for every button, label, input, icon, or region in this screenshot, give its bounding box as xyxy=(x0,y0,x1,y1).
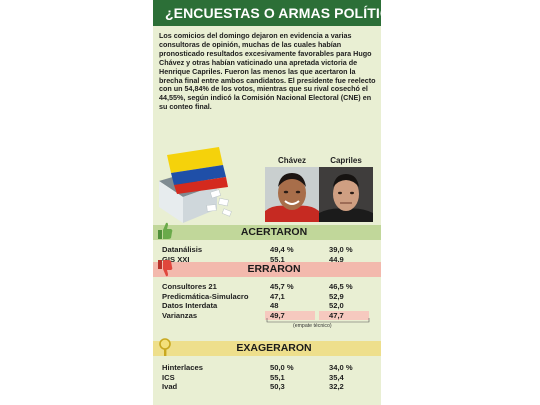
pollster-name: Datanálisis xyxy=(162,245,203,254)
chavez-value: 45,7 % xyxy=(270,282,294,291)
photo-chavez xyxy=(265,167,319,222)
thumbs-down-icon xyxy=(158,260,173,277)
section-title-exageraron: EXAGERARON xyxy=(236,342,312,354)
capriles-value: 44,9 xyxy=(329,254,344,264)
table-row: Ivad 50,3 32,2 xyxy=(153,382,381,392)
table-row: Datos Interdata 48 52,0 xyxy=(153,301,381,311)
banner-title: ¿ENCUESTAS O ARMAS POLÍTICAS? xyxy=(153,0,381,26)
magnifier-icon xyxy=(159,338,171,356)
pollster-name: Varianzas xyxy=(162,310,198,320)
chavez-value: 48 xyxy=(270,301,279,311)
column-header-chavez: Chávez xyxy=(277,156,306,165)
capriles-value: 47,7 xyxy=(329,310,344,320)
chavez-value: 47,1 xyxy=(270,291,285,301)
table-row: GIS XXI 55,1 44,9 xyxy=(153,255,381,265)
chavez-value: 49,7 xyxy=(270,310,285,320)
table-row-highlighted: Varianzas 49,7 47,7 xyxy=(153,310,381,321)
pollster-name: GIS XXI xyxy=(162,254,190,264)
chavez-value: 55,1 xyxy=(270,254,285,264)
chavez-value: 50,3 xyxy=(270,382,285,392)
highlight-cell xyxy=(319,310,369,321)
capriles-value: 39,0 % xyxy=(329,245,353,254)
capriles-value: 46,5 % xyxy=(329,282,353,291)
pollster-name: Datos Interdata xyxy=(162,301,218,311)
section-erraron: ERRARON Consultores 21 45,7 % 46,5 % Pre… xyxy=(153,260,381,330)
pollster-name: ICS xyxy=(162,372,175,382)
capriles-value: 52,9 xyxy=(329,291,344,301)
capriles-value: 34,0 % xyxy=(329,363,353,372)
capriles-value: 32,2 xyxy=(329,382,344,392)
section-header-erraron: ERRARON xyxy=(153,260,381,277)
pollster-name: Ivad xyxy=(162,382,178,392)
section-header-acertaron: ACERTARON xyxy=(153,222,381,240)
section-title-acertaron: ACERTARON xyxy=(240,226,308,238)
table-row: Hinterlaces 50,0 % 34,0 % xyxy=(153,363,381,373)
pollster-name: Predicmática-Simulacro xyxy=(162,291,249,301)
section-title-erraron: ERRARON xyxy=(247,263,301,275)
section-header-exageraron: EXAGERARON xyxy=(153,338,381,356)
section-acertaron: ACERTARON Datanálisis 49,4 % 39,0 % GIS … xyxy=(153,222,381,265)
tie-bracket-icon xyxy=(266,318,370,323)
table-row: Predicmática-Simulacro 47,1 52,9 xyxy=(153,292,381,302)
chavez-value: 49,4 % xyxy=(270,245,294,254)
chavez-value: 50,0 % xyxy=(270,363,294,372)
column-header-capriles: Capriles xyxy=(330,156,362,165)
tie-note-row: (empate técnico) xyxy=(153,318,381,330)
table-row: Consultores 21 45,7 % 46,5 % xyxy=(153,282,381,292)
ballot-box-flag-icon xyxy=(159,147,232,223)
pollster-name: Consultores 21 xyxy=(162,282,217,291)
capriles-value: 35,4 xyxy=(329,372,344,382)
table-row: ICS 55,1 35,4 xyxy=(153,373,381,383)
intro-paragraph: Los comicios del domingo dejaron en evid… xyxy=(159,31,376,112)
capriles-value: 52,0 xyxy=(329,301,344,311)
thumbs-up-icon xyxy=(158,222,173,239)
photo-capriles xyxy=(319,167,373,222)
chavez-value: 55,1 xyxy=(270,372,285,382)
section-exageraron: EXAGERARON Hinterlaces 50,0 % 34,0 % ICS… xyxy=(153,338,381,392)
highlight-cell xyxy=(265,310,315,321)
infographic-card: ¿ENCUESTAS O ARMAS POLÍTICAS? Los comici… xyxy=(153,0,381,405)
pollster-name: Hinterlaces xyxy=(162,363,203,372)
table-row: Datanálisis 49,4 % 39,0 % xyxy=(153,245,381,255)
tie-note: (empate técnico) xyxy=(293,323,332,330)
